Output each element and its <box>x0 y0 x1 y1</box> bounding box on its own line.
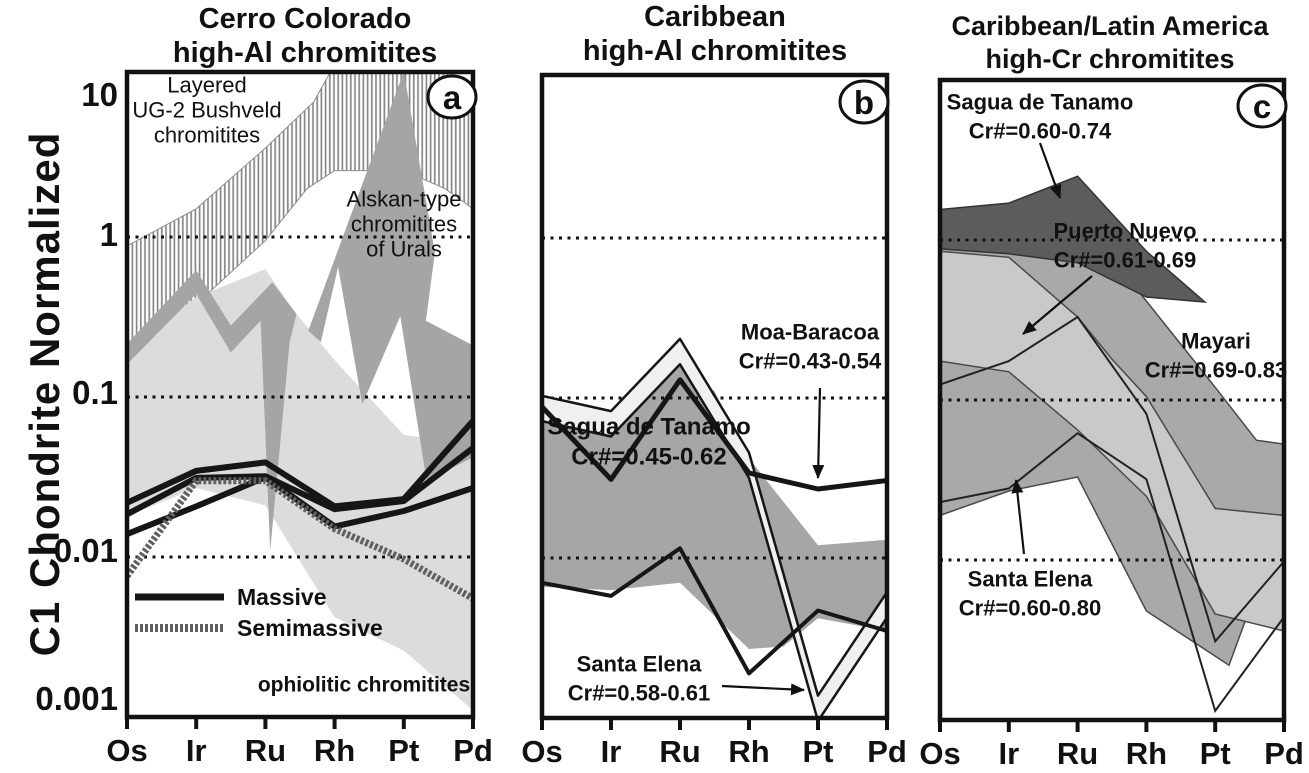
panel-b-letter-circle <box>838 79 890 125</box>
x-label-Os: Os <box>106 733 147 768</box>
field-sagua-de-tanamo-field-c <box>940 175 1208 303</box>
mayari-label-line2: Cr#=0.69-0.83 <box>1145 358 1288 383</box>
moa-baracoa-label-line2: Cr#=0.43-0.54 <box>739 349 882 374</box>
panel-a-letter-circle <box>426 74 478 120</box>
x-label-Ir: Ir <box>186 733 207 768</box>
moa-baracoa-arrow <box>812 387 825 479</box>
panel-b-plot-area <box>542 236 887 718</box>
panel-c-plot-area <box>940 175 1284 714</box>
panel-c-title: Caribbean/Latin America high-Cr chromiti… <box>905 10 1309 76</box>
x-label-Pt: Pt <box>803 734 834 769</box>
line-massive-line-2 <box>127 445 473 517</box>
panel-b-title-line2: high-Al chromitites <box>582 35 848 67</box>
santa-elena-label-c-line1: Santa Elena <box>968 567 1093 592</box>
sagua-label-c-line1: Sagua de Tanamo <box>947 90 1134 115</box>
y-tick-0.001: 0.001 <box>35 680 118 717</box>
panel-a-title: Cerro Colorado high-Al chromitites <box>122 2 488 70</box>
santa-elena-arrow-b <box>721 683 805 696</box>
y-tick-1: 1 <box>99 216 118 253</box>
panel-c-title-line1: Caribbean/Latin America <box>951 11 1269 41</box>
alaskan-label-line3: of Urals <box>366 237 442 262</box>
alaskan-label-line1: Alskan-type <box>347 187 462 212</box>
panel-b-title-line1: Caribbean <box>644 1 786 33</box>
field-alaskan-spike-field <box>308 72 473 481</box>
panel-b-letter: b <box>854 84 874 121</box>
sagua-label-c-line2: Cr#=0.60-0.74 <box>969 119 1112 144</box>
x-label-Ir: Ir <box>998 736 1019 771</box>
x-label-Ru: Ru <box>245 733 286 768</box>
x-label-Ru: Ru <box>1057 736 1098 771</box>
panel-c-border <box>937 77 1287 723</box>
ug2-bushveld-label-line2: UG-2 Bushveld <box>132 98 281 123</box>
legend-label-massive: Massive <box>237 584 327 610</box>
santa-elena-arrow-c <box>1011 479 1026 555</box>
puerto-nuevo-label-line2: Cr#=0.61-0.69 <box>1054 248 1197 273</box>
panel-a-plot-area <box>127 72 473 711</box>
x-label-Os: Os <box>919 736 960 771</box>
x-label-Os: Os <box>521 734 562 769</box>
field-alaskan-band-field <box>127 270 297 551</box>
sagua-label-b-line1: Sagua de Tanamo <box>547 413 751 440</box>
panel-c-plot: Os Ir Ru Rh Pt Pd c Sagua de Tanamo Cr#=0.60-0.7… <box>919 77 1304 771</box>
santa-elena-label-c-line2: Cr#=0.60-0.80 <box>959 596 1102 621</box>
line-semimassive-line <box>127 477 473 602</box>
sagua-label-b-line2: Cr#=0.45-0.62 <box>571 443 726 470</box>
x-label-Ru: Ru <box>659 734 700 769</box>
y-tick-10: 10 <box>81 76 118 113</box>
panel-c-title-line2: high-Cr chromitites <box>985 44 1235 74</box>
alaskan-label-line2: chromitites <box>351 212 457 237</box>
puerto-nuevo-label-line1: Puerto Nuevo <box>1053 219 1196 244</box>
mayari-label-line1: Mayari <box>1181 329 1251 354</box>
panel-a-border <box>124 69 476 720</box>
ug2-bushveld-label-line3: chromitites <box>154 123 260 148</box>
panel-a-title-line2: high-Al chromitites <box>172 37 438 69</box>
ophiolitic-label: ophiolitic chromitites <box>258 673 470 696</box>
y-tick-0.1: 0.1 <box>72 374 118 411</box>
line-low-line-b <box>542 546 887 676</box>
panel-a-title-line1: Cerro Colorado <box>198 3 412 35</box>
ug2-bushveld-label-line1: Layered <box>167 73 247 98</box>
line-massive-line-1 <box>127 418 473 510</box>
panel-c-letter-circle <box>1236 83 1288 129</box>
y-tick-0.01: 0.01 <box>53 532 118 569</box>
puerto-nuevo-arrow <box>1022 275 1093 335</box>
panel-b-title: Caribbean high-Al chromitites <box>532 0 898 68</box>
x-label-Ir: Ir <box>601 734 622 769</box>
panel-a-letter: a <box>443 79 462 116</box>
x-label-Pt: Pt <box>1200 736 1231 771</box>
moa-baracoa-label-line1: Moa-Baracoa <box>741 320 880 345</box>
panel-b-plot: Os Ir Ru Rh Pt Pd b Moa-Baracoa Cr#=0.43-0.54 Sag… <box>521 72 907 769</box>
x-label-Pd: Pd <box>453 733 493 768</box>
x-label-Pd: Pd <box>1264 736 1304 771</box>
line-moa-baracoa-line <box>542 377 887 492</box>
x-label-Rh: Rh <box>1126 736 1167 771</box>
x-label-Pd: Pd <box>867 734 907 769</box>
band-santa-elena-band-b <box>542 337 887 718</box>
x-label-Rh: Rh <box>728 734 769 769</box>
x-label-Pt: Pt <box>388 733 419 768</box>
panel-c-letter: c <box>1253 88 1271 125</box>
panel-b-border <box>539 72 890 721</box>
field-santa-elena-field-c <box>940 315 1284 714</box>
santa-elena-label-b-line2: Cr#=0.58-0.61 <box>568 681 711 706</box>
santa-elena-label-b-line1: Santa Elena <box>577 652 702 677</box>
field-sagua-de-tanamo-field-b <box>542 363 887 649</box>
sagua-arrow-c <box>1038 142 1062 199</box>
legend-label-semimassive: Semimassive <box>237 615 383 641</box>
x-label-Rh: Rh <box>314 733 355 768</box>
